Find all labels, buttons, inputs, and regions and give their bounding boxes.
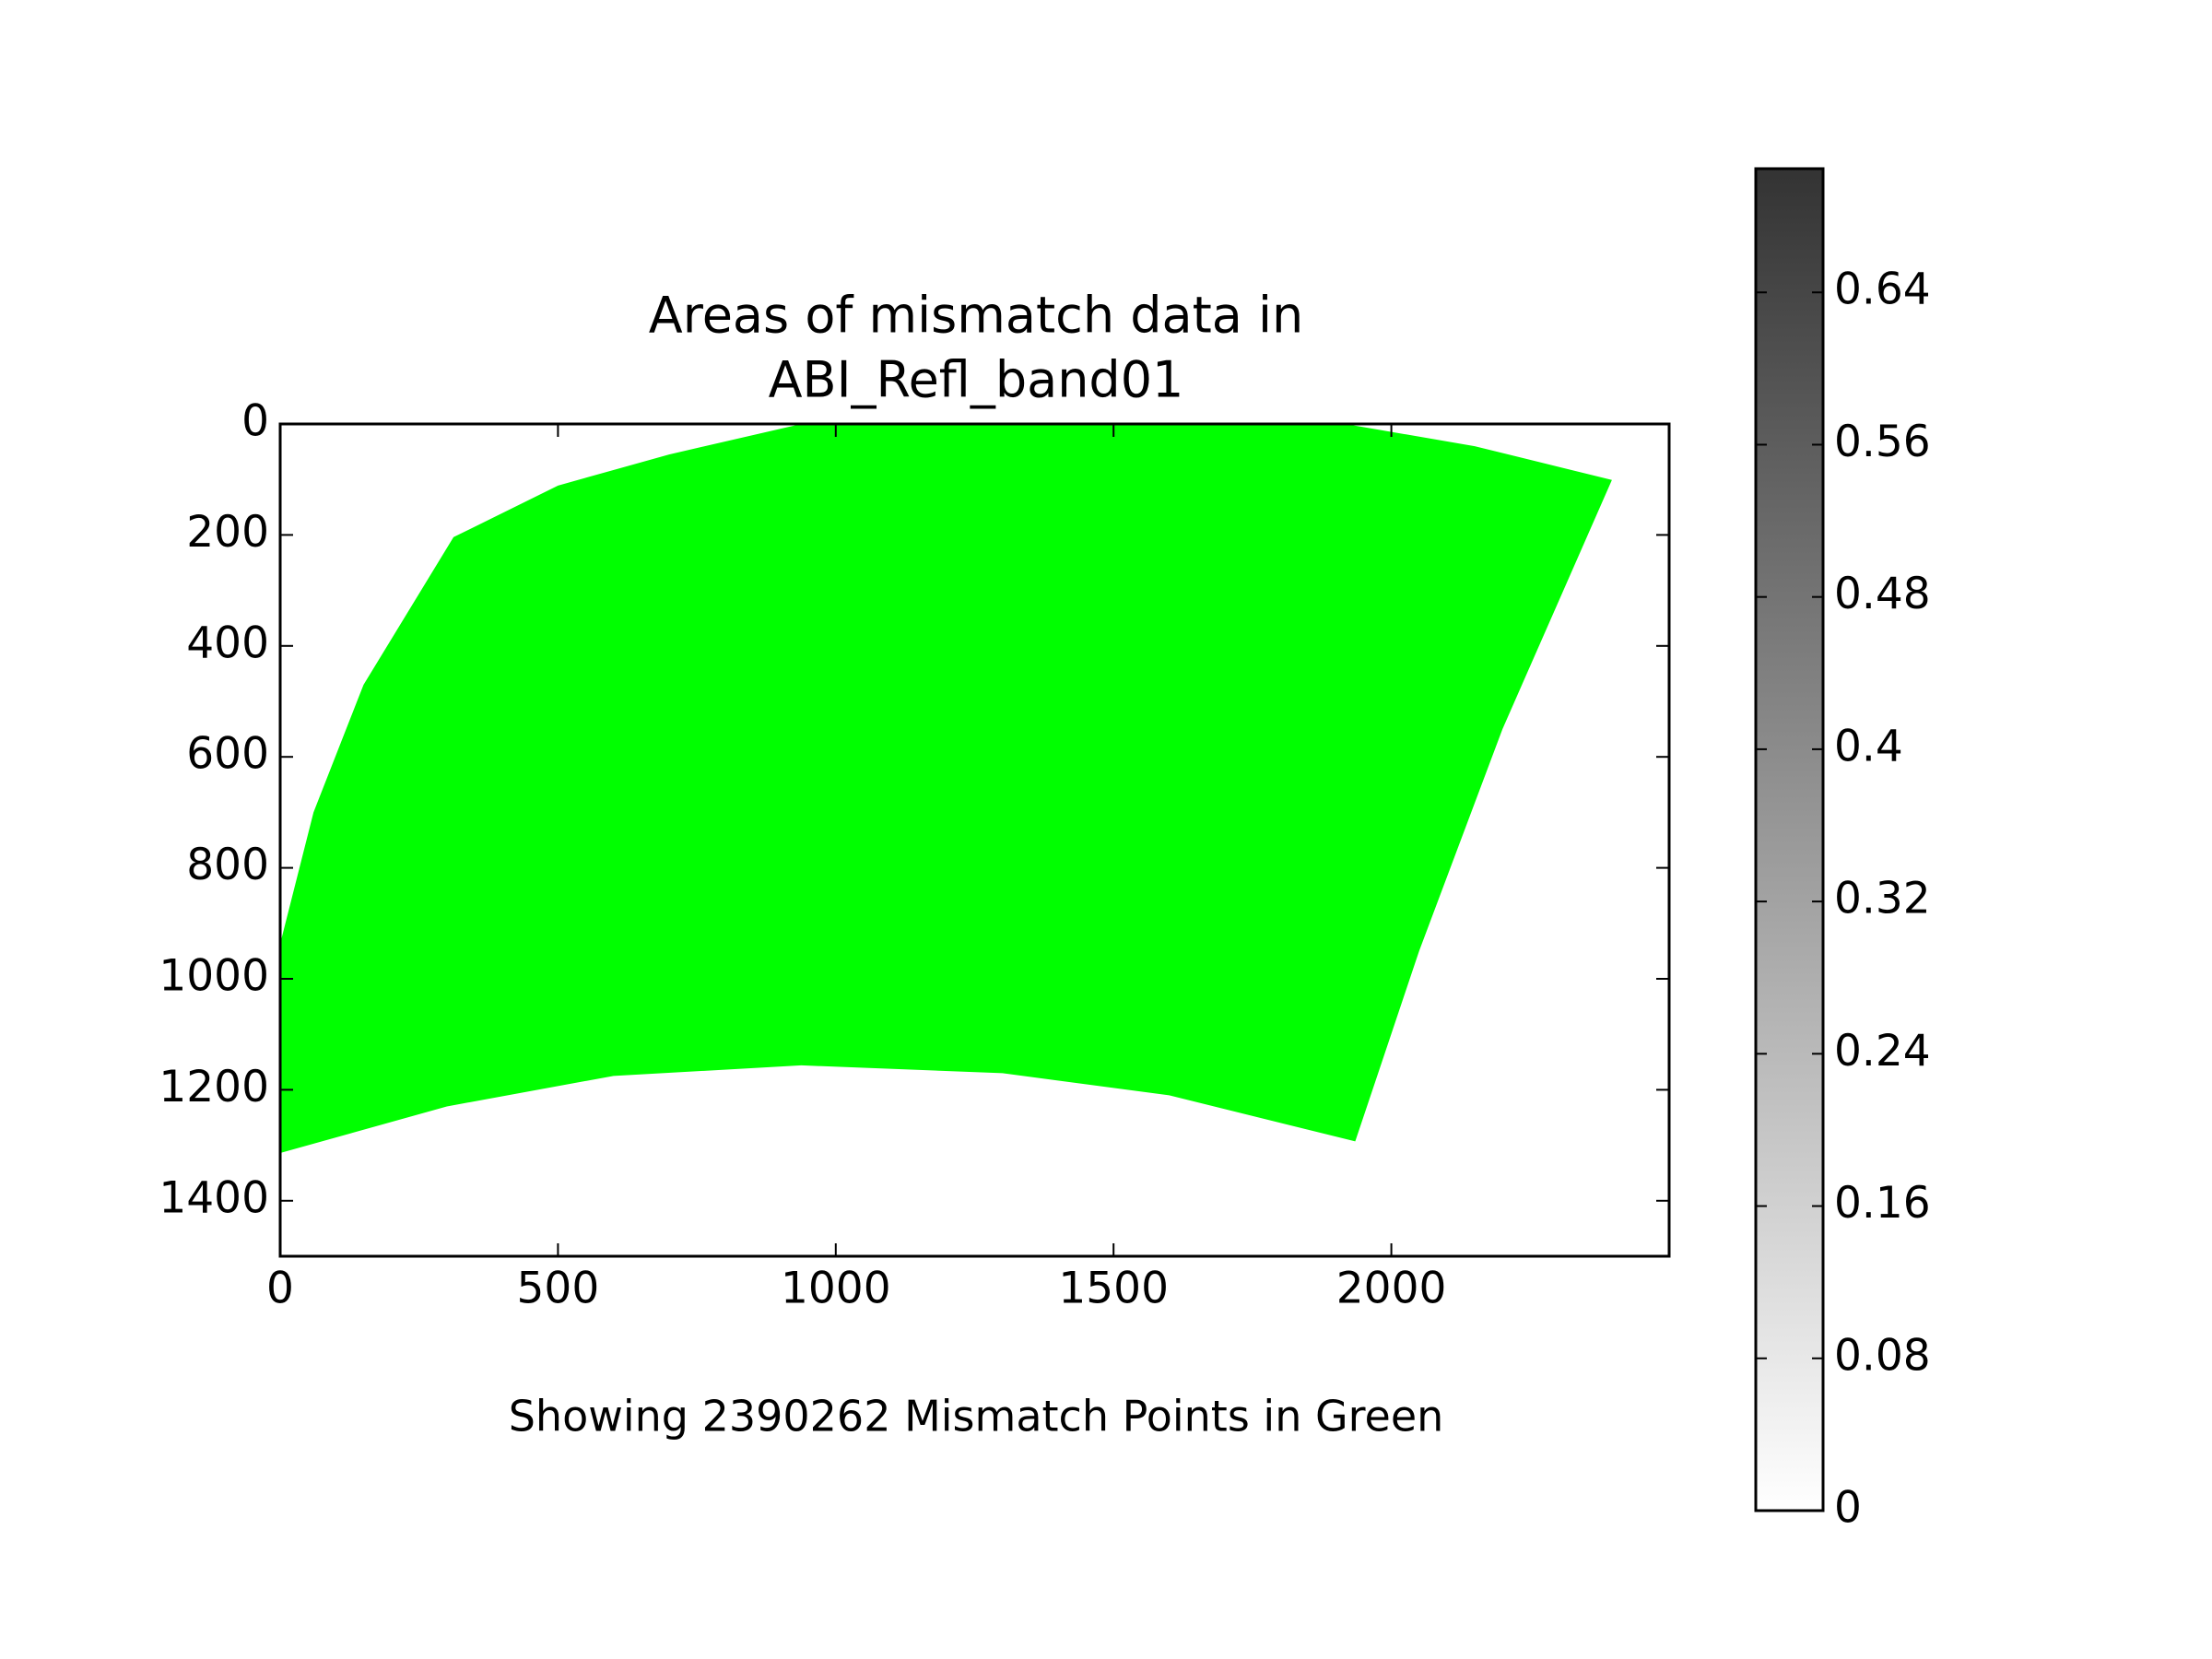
y-tick-label: 1000 (159, 951, 269, 1002)
y-tick-label: 800 (186, 840, 269, 890)
colorbar-tick-label: 0.56 (1834, 417, 1931, 467)
y-tick-label: 0 (241, 396, 269, 447)
colorbar-tick-label: 0.64 (1834, 265, 1931, 315)
colorbar-tick-label: 0 (1834, 1483, 1862, 1534)
x-tick-label: 1500 (1058, 1264, 1169, 1314)
colorbar-tick-label: 0.08 (1834, 1330, 1931, 1381)
y-tick-label: 400 (186, 618, 269, 668)
x-tick-label: 1000 (781, 1264, 891, 1314)
colorbar-tick-label: 0.4 (1834, 721, 1903, 771)
colorbar-tick-label: 0.16 (1834, 1178, 1931, 1229)
plot-frame (278, 422, 1671, 1258)
colorbar (1754, 167, 1825, 1512)
x-tick-label: 500 (517, 1264, 600, 1314)
x-tick-label: 2000 (1336, 1264, 1447, 1314)
colorbar-tick-label: 0.48 (1834, 569, 1931, 619)
chart-title: Areas of mismatch data in (649, 287, 1304, 345)
y-tick-label: 1200 (159, 1062, 269, 1112)
x-tick-label: 0 (266, 1264, 294, 1314)
chart-title: ABI_Refl_band01 (769, 351, 1184, 409)
y-tick-label: 200 (186, 507, 269, 558)
colorbar-tick-label: 0.24 (1834, 1026, 1931, 1077)
y-tick-label: 600 (186, 729, 269, 780)
colorbar-tick-label: 0.32 (1834, 874, 1931, 924)
mismatch-region (280, 424, 1612, 1154)
y-tick-label: 1400 (159, 1172, 269, 1223)
x-axis-label: Showing 2390262 Mismatch Points in Green (509, 1392, 1444, 1441)
